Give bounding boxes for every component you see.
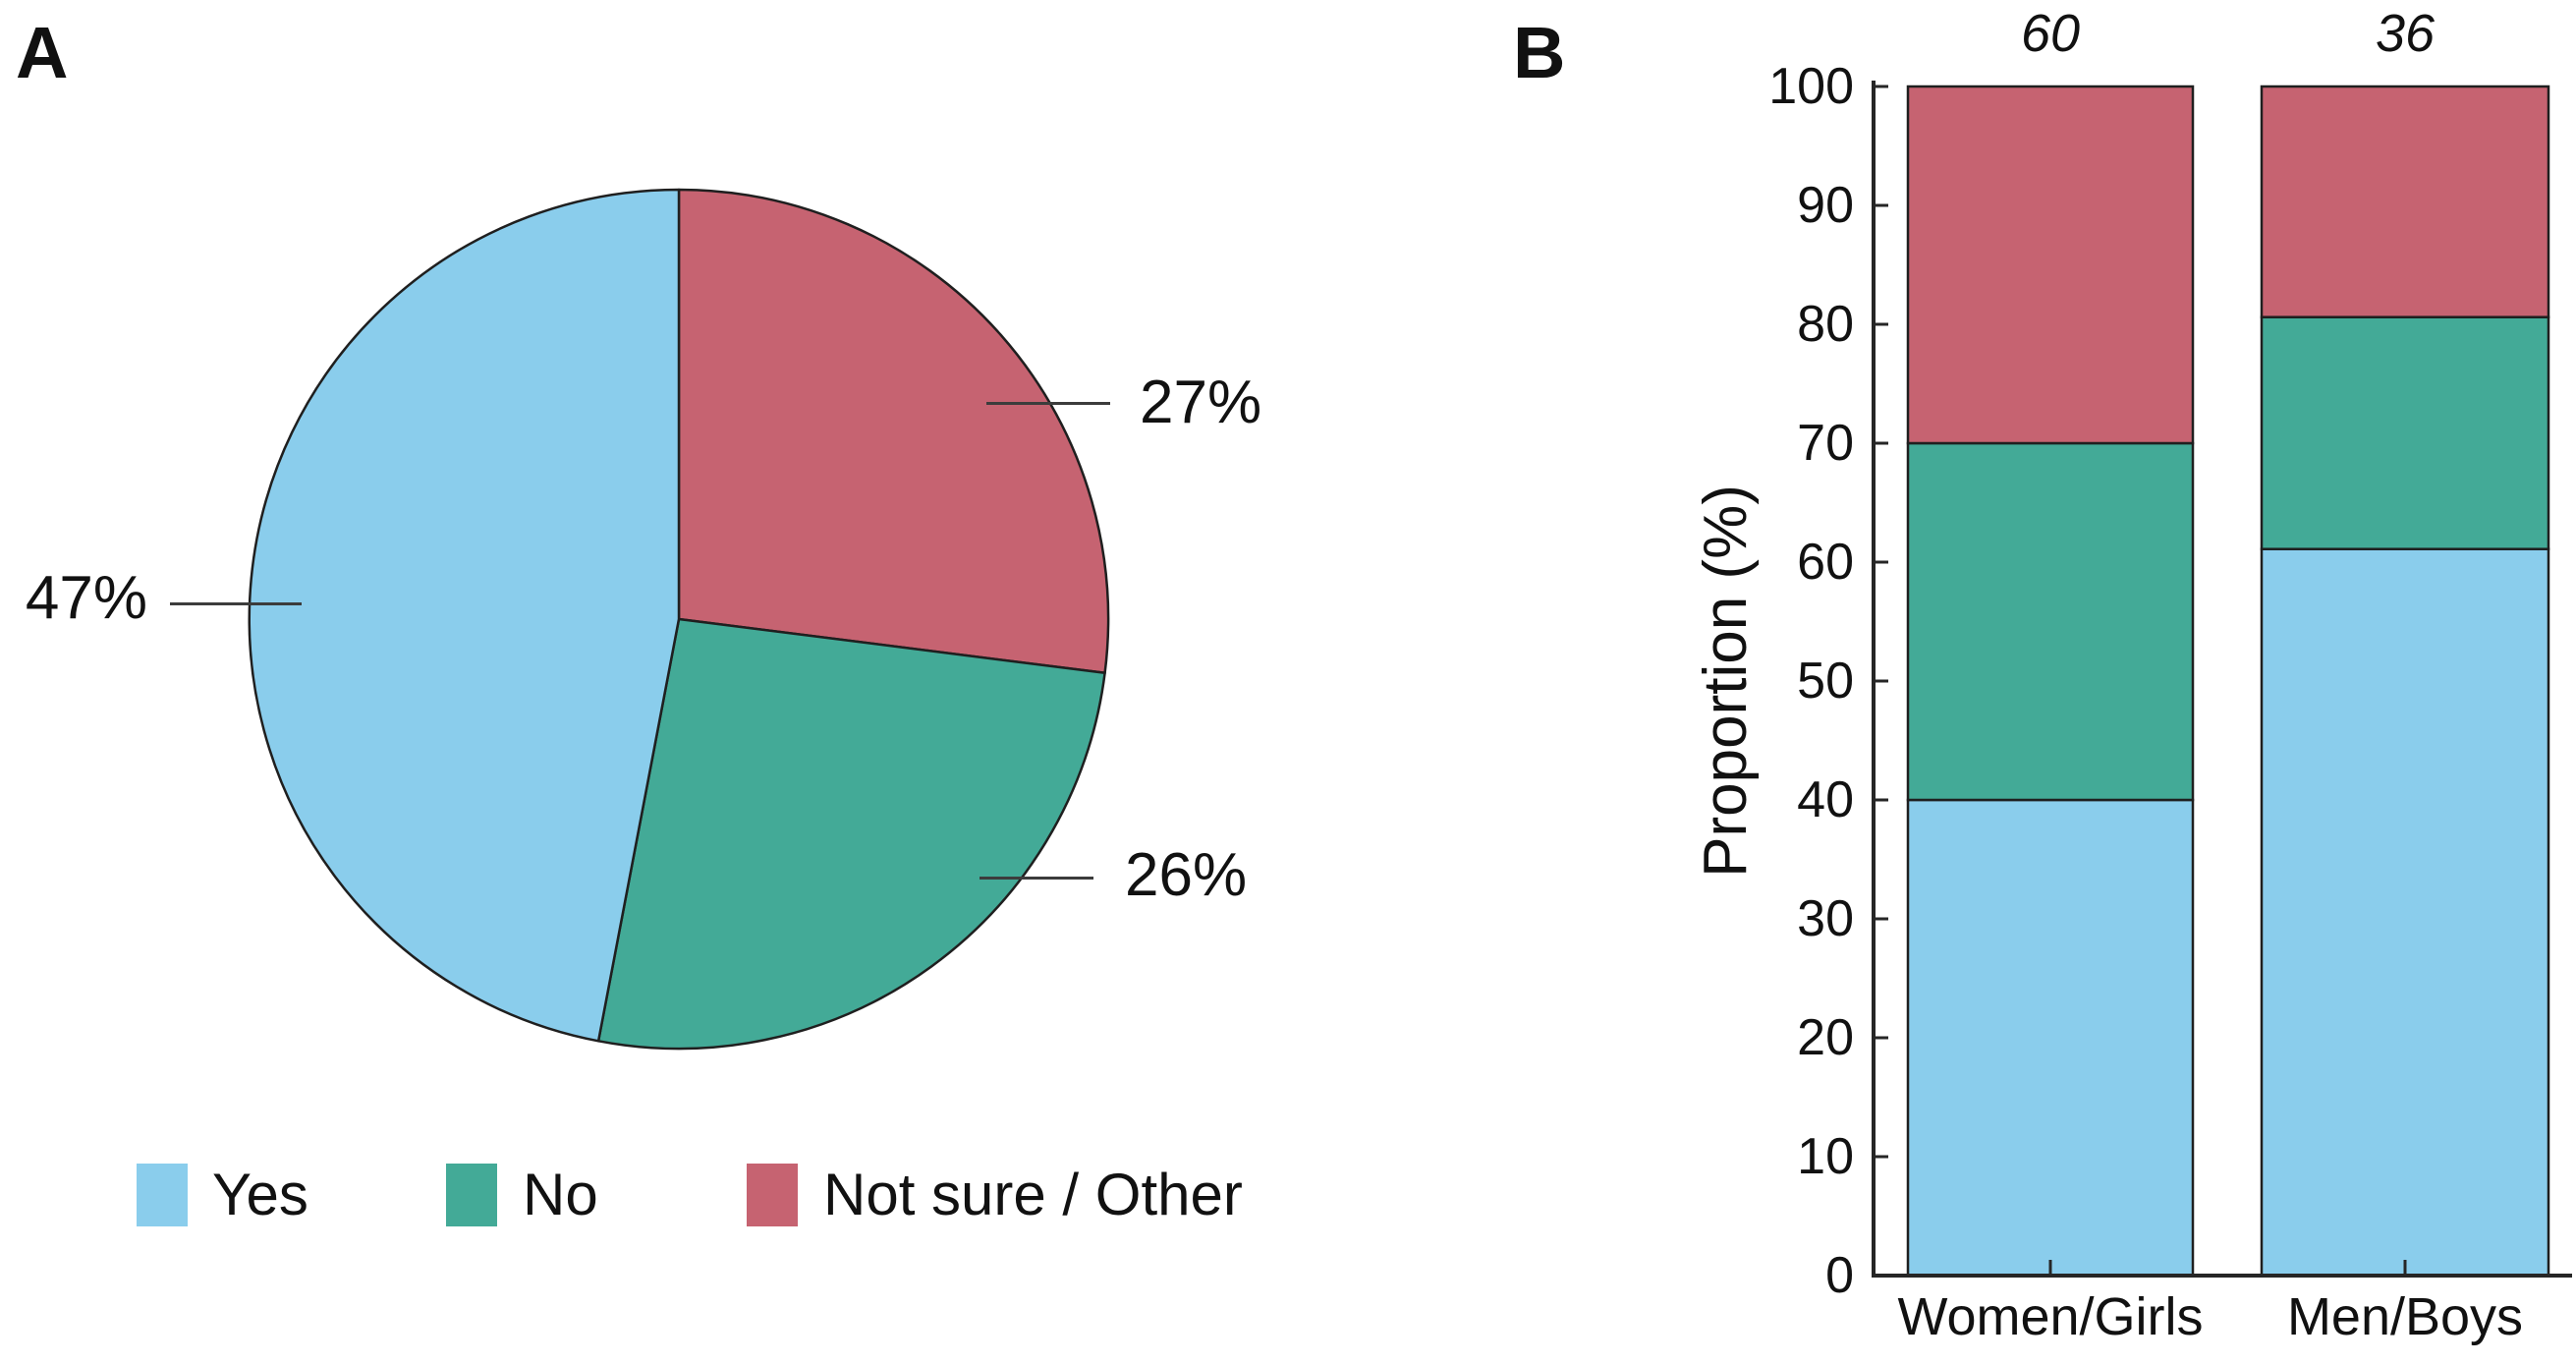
bar-axes: [1872, 81, 2572, 1278]
legend-label-notsure: Not sure / Other: [823, 1162, 1243, 1227]
y-tick-label: 80: [1797, 296, 1854, 353]
stacked-bar-chart: [1906, 85, 2550, 1278]
x-axis-label-men: Men/Boys: [2286, 1287, 2524, 1346]
pie-label-notsure: 27%: [1140, 369, 1262, 436]
legend-swatch-no: [446, 1164, 497, 1226]
pie-leader-line-no: [980, 877, 1093, 880]
bar-segment-men-boys-no: [2260, 315, 2550, 550]
y-tick-label: 60: [1797, 534, 1854, 591]
pie-slice-yes: [248, 188, 681, 1043]
y-tick-label: 0: [1825, 1247, 1854, 1304]
y-tick-label: 100: [1768, 58, 1854, 115]
pie-leader-line-notsure: [986, 402, 1110, 405]
bar-segment-men-boys-not-sure-other: [2260, 85, 2550, 318]
legend-label-no: No: [523, 1162, 598, 1227]
pie-chart: [248, 188, 1110, 1051]
bar-segment-women-girls-no: [1906, 441, 2195, 802]
panel-b-label: B: [1513, 12, 1566, 93]
y-tick-label: 70: [1797, 415, 1854, 472]
pie-slice-not-sure-other: [677, 188, 1110, 675]
bar-segment-women-girls-not-sure-other: [1906, 85, 2195, 445]
y-tick-label: 40: [1797, 771, 1854, 828]
legend-swatch-yes: [137, 1164, 188, 1226]
bar-n-label-men: 36: [2375, 4, 2436, 63]
pie-label-yes: 47%: [25, 564, 147, 632]
y-tick-label: 10: [1797, 1128, 1854, 1185]
bar-segment-men-boys-yes: [2260, 547, 2550, 1278]
panel-a-label: A: [16, 12, 69, 93]
y-tick-label: 20: [1797, 1009, 1854, 1066]
y-tick-label: 30: [1797, 890, 1854, 947]
y-tick-label: 90: [1797, 177, 1854, 234]
pie-leader-line-yes: [170, 602, 302, 605]
pie-slice-no: [596, 617, 1106, 1051]
bar-n-label-women: 60: [2020, 4, 2081, 63]
legend-swatch-notsure: [747, 1164, 798, 1226]
bar-segment-women-girls-yes: [1906, 798, 2195, 1278]
y-tick-label: 50: [1797, 653, 1854, 710]
x-axis-label-women: Women/Girls: [1897, 1287, 2204, 1346]
legend-label-yes: Yes: [212, 1162, 308, 1227]
pie-label-no: 26%: [1125, 841, 1248, 909]
